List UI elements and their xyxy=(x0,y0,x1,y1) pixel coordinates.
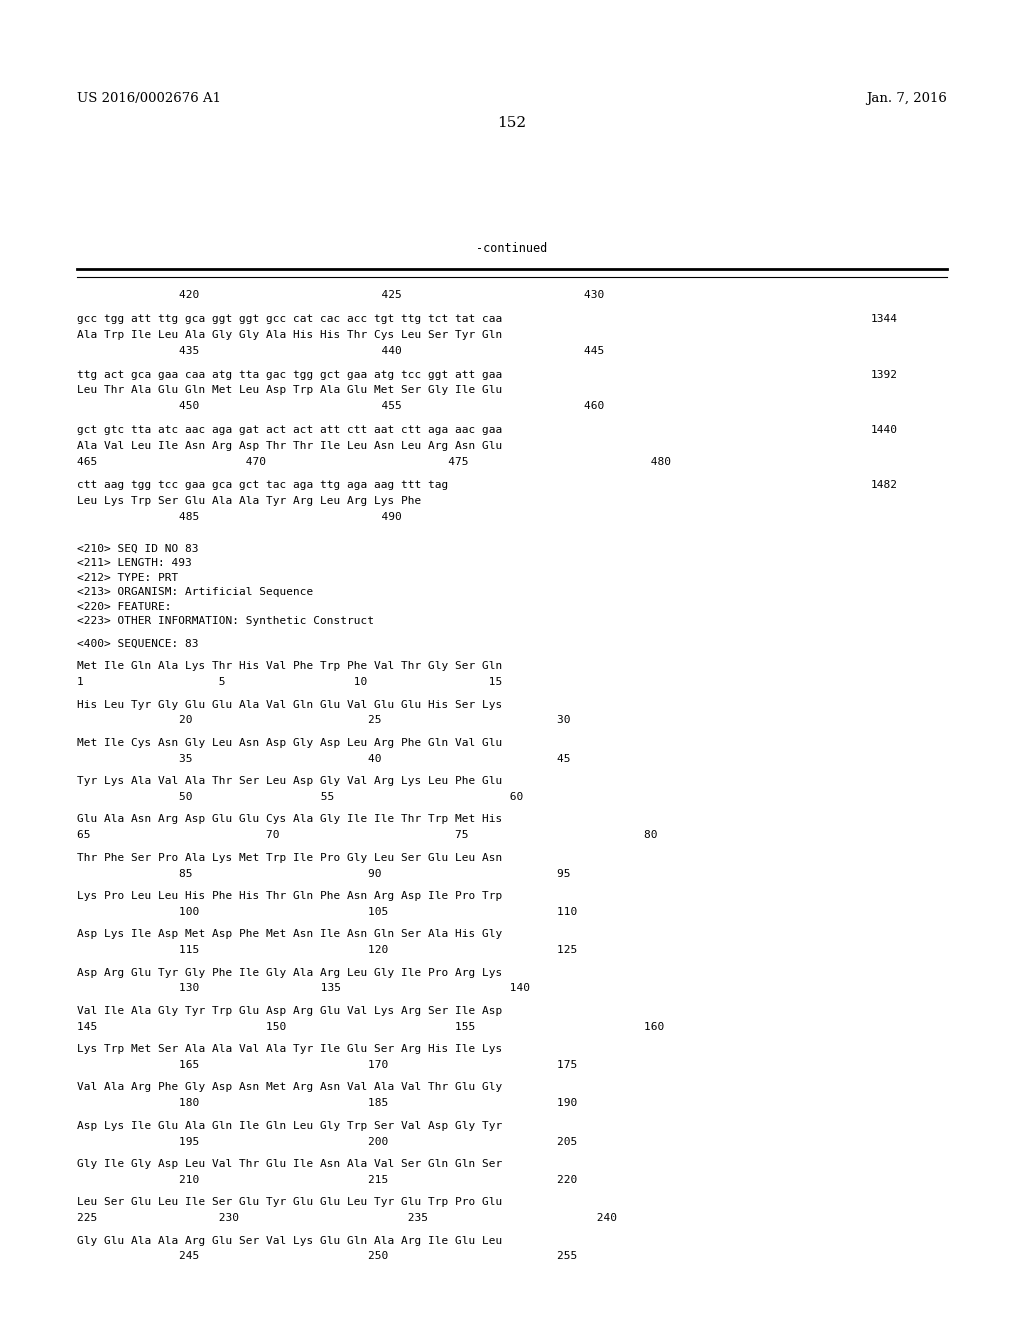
Text: Gly Glu Ala Ala Arg Glu Ser Val Lys Glu Gln Ala Arg Ile Glu Leu: Gly Glu Ala Ala Arg Glu Ser Val Lys Glu … xyxy=(77,1236,502,1246)
Text: Val Ile Ala Gly Tyr Trp Glu Asp Arg Glu Val Lys Arg Ser Ile Asp: Val Ile Ala Gly Tyr Trp Glu Asp Arg Glu … xyxy=(77,1006,502,1016)
Text: 35                          40                          45: 35 40 45 xyxy=(179,754,570,764)
Text: 20                          25                          30: 20 25 30 xyxy=(179,715,570,726)
Text: Leu Lys Trp Ser Glu Ala Ala Tyr Arg Leu Arg Lys Phe: Leu Lys Trp Ser Glu Ala Ala Tyr Arg Leu … xyxy=(77,496,421,507)
Text: Ala Val Leu Ile Asn Arg Asp Thr Thr Ile Leu Asn Leu Arg Asn Glu: Ala Val Leu Ile Asn Arg Asp Thr Thr Ile … xyxy=(77,441,502,451)
Text: 1392: 1392 xyxy=(870,370,897,380)
Text: 420                           425                           430: 420 425 430 xyxy=(179,290,604,301)
Text: Thr Phe Ser Pro Ala Lys Met Trp Ile Pro Gly Leu Ser Glu Leu Asn: Thr Phe Ser Pro Ala Lys Met Trp Ile Pro … xyxy=(77,853,502,863)
Text: Asp Arg Glu Tyr Gly Phe Ile Gly Ala Arg Leu Gly Ile Pro Arg Lys: Asp Arg Glu Tyr Gly Phe Ile Gly Ala Arg … xyxy=(77,968,502,978)
Text: <400> SEQUENCE: 83: <400> SEQUENCE: 83 xyxy=(77,639,199,649)
Text: Asp Lys Ile Glu Ala Gln Ile Gln Leu Gly Trp Ser Val Asp Gly Tyr: Asp Lys Ile Glu Ala Gln Ile Gln Leu Gly … xyxy=(77,1121,502,1131)
Text: Val Ala Arg Phe Gly Asp Asn Met Arg Asn Val Ala Val Thr Glu Gly: Val Ala Arg Phe Gly Asp Asn Met Arg Asn … xyxy=(77,1082,502,1093)
Text: <220> FEATURE:: <220> FEATURE: xyxy=(77,602,171,612)
Text: 50                   55                          60: 50 55 60 xyxy=(179,792,523,803)
Text: gcc tgg att ttg gca ggt ggt gcc cat cac acc tgt ttg tct tat caa: gcc tgg att ttg gca ggt ggt gcc cat cac … xyxy=(77,314,502,325)
Text: -continued: -continued xyxy=(476,242,548,255)
Text: 65                          70                          75                      : 65 70 75 xyxy=(77,830,657,841)
Text: Met Ile Cys Asn Gly Leu Asn Asp Gly Asp Leu Arg Phe Gln Val Glu: Met Ile Cys Asn Gly Leu Asn Asp Gly Asp … xyxy=(77,738,502,748)
Text: His Leu Tyr Gly Glu Glu Ala Val Gln Glu Val Glu Glu His Ser Lys: His Leu Tyr Gly Glu Glu Ala Val Gln Glu … xyxy=(77,700,502,710)
Text: Glu Ala Asn Arg Asp Glu Glu Cys Ala Gly Ile Ile Thr Trp Met His: Glu Ala Asn Arg Asp Glu Glu Cys Ala Gly … xyxy=(77,814,502,825)
Text: 115                         120                         125: 115 120 125 xyxy=(179,945,578,956)
Text: 485                           490: 485 490 xyxy=(179,512,402,523)
Text: 130                  135                         140: 130 135 140 xyxy=(179,983,530,994)
Text: 1482: 1482 xyxy=(870,480,897,491)
Text: Lys Trp Met Ser Ala Ala Val Ala Tyr Ile Glu Ser Arg His Ile Lys: Lys Trp Met Ser Ala Ala Val Ala Tyr Ile … xyxy=(77,1044,502,1055)
Text: ttg act gca gaa caa atg tta gac tgg gct gaa atg tcc ggt att gaa: ttg act gca gaa caa atg tta gac tgg gct … xyxy=(77,370,502,380)
Text: Tyr Lys Ala Val Ala Thr Ser Leu Asp Gly Val Arg Lys Leu Phe Glu: Tyr Lys Ala Val Ala Thr Ser Leu Asp Gly … xyxy=(77,776,502,787)
Text: Leu Thr Ala Glu Gln Met Leu Asp Trp Ala Glu Met Ser Gly Ile Glu: Leu Thr Ala Glu Gln Met Leu Asp Trp Ala … xyxy=(77,385,502,396)
Text: Met Ile Gln Ala Lys Thr His Val Phe Trp Phe Val Thr Gly Ser Gln: Met Ile Gln Ala Lys Thr His Val Phe Trp … xyxy=(77,661,502,672)
Text: Ala Trp Ile Leu Ala Gly Gly Ala His His Thr Cys Leu Ser Tyr Gln: Ala Trp Ile Leu Ala Gly Gly Ala His His … xyxy=(77,330,502,341)
Text: US 2016/0002676 A1: US 2016/0002676 A1 xyxy=(77,92,221,106)
Text: Jan. 7, 2016: Jan. 7, 2016 xyxy=(866,92,947,106)
Text: 195                         200                         205: 195 200 205 xyxy=(179,1137,578,1147)
Text: gct gtc tta atc aac aga gat act act att ctt aat ctt aga aac gaa: gct gtc tta atc aac aga gat act act att … xyxy=(77,425,502,436)
Text: <213> ORGANISM: Artificial Sequence: <213> ORGANISM: Artificial Sequence xyxy=(77,587,313,598)
Text: <212> TYPE: PRT: <212> TYPE: PRT xyxy=(77,573,178,583)
Text: Leu Ser Glu Leu Ile Ser Glu Tyr Glu Glu Leu Tyr Glu Trp Pro Glu: Leu Ser Glu Leu Ile Ser Glu Tyr Glu Glu … xyxy=(77,1197,502,1208)
Text: 100                         105                         110: 100 105 110 xyxy=(179,907,578,917)
Text: <211> LENGTH: 493: <211> LENGTH: 493 xyxy=(77,558,191,569)
Text: <210> SEQ ID NO 83: <210> SEQ ID NO 83 xyxy=(77,544,199,554)
Text: Gly Ile Gly Asp Leu Val Thr Glu Ile Asn Ala Val Ser Gln Gln Ser: Gly Ile Gly Asp Leu Val Thr Glu Ile Asn … xyxy=(77,1159,502,1170)
Text: 450                           455                           460: 450 455 460 xyxy=(179,401,604,412)
Text: 165                         170                         175: 165 170 175 xyxy=(179,1060,578,1071)
Text: 1440: 1440 xyxy=(870,425,897,436)
Text: 245                         250                         255: 245 250 255 xyxy=(179,1251,578,1262)
Text: Asp Lys Ile Asp Met Asp Phe Met Asn Ile Asn Gln Ser Ala His Gly: Asp Lys Ile Asp Met Asp Phe Met Asn Ile … xyxy=(77,929,502,940)
Text: 1344: 1344 xyxy=(870,314,897,325)
Text: 465                      470                           475                      : 465 470 475 xyxy=(77,457,671,467)
Text: 225                  230                         235                         240: 225 230 235 240 xyxy=(77,1213,616,1224)
Text: ctt aag tgg tcc gaa gca gct tac aga ttg aga aag ttt tag: ctt aag tgg tcc gaa gca gct tac aga ttg … xyxy=(77,480,449,491)
Text: 85                          90                          95: 85 90 95 xyxy=(179,869,570,879)
Text: 145                         150                         155                     : 145 150 155 xyxy=(77,1022,664,1032)
Text: 180                         185                         190: 180 185 190 xyxy=(179,1098,578,1109)
Text: 210                         215                         220: 210 215 220 xyxy=(179,1175,578,1185)
Text: 435                           440                           445: 435 440 445 xyxy=(179,346,604,356)
Text: 1                    5                   10                  15: 1 5 10 15 xyxy=(77,677,502,688)
Text: Lys Pro Leu Leu His Phe His Thr Gln Phe Asn Arg Asp Ile Pro Trp: Lys Pro Leu Leu His Phe His Thr Gln Phe … xyxy=(77,891,502,902)
Text: <223> OTHER INFORMATION: Synthetic Construct: <223> OTHER INFORMATION: Synthetic Const… xyxy=(77,616,374,627)
Text: 152: 152 xyxy=(498,116,526,131)
